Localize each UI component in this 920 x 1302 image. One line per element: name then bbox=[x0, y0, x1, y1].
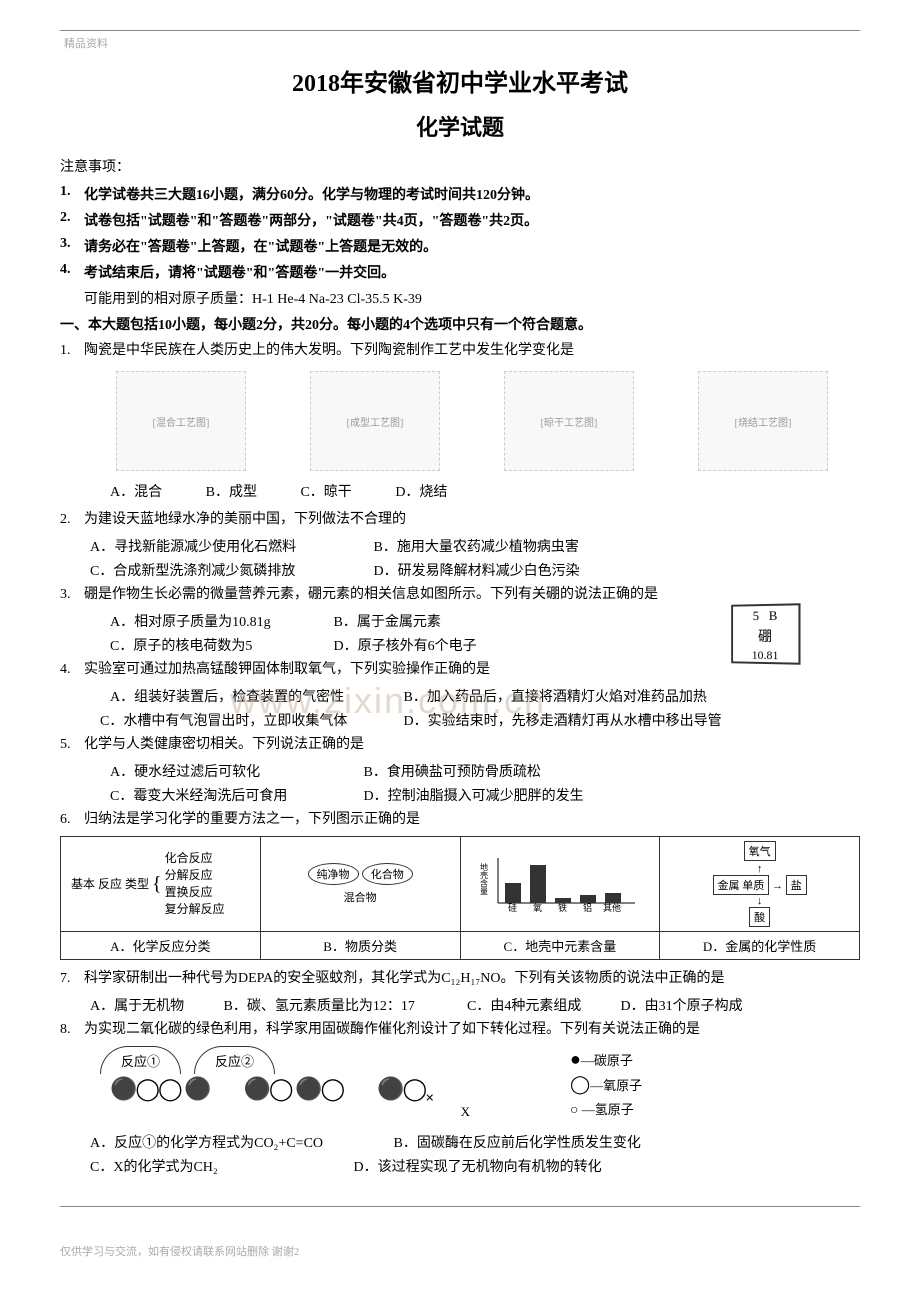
question-4: 4.实验室可通过加热高锰酸钾固体制取氧气，下列实验操作正确的是 bbox=[60, 659, 860, 680]
section-1-heading: 一、本大题包括10小题，每小题2分，共20分。每小题的4个选项中只有一个符合题意… bbox=[60, 314, 860, 334]
question-3: 3.硼是作物生长必需的微量营养元素，硼元素的相关信息如图所示。下列有关硼的说法正… bbox=[60, 584, 860, 605]
question-8: 8.为实现二氧化碳的绿色利用，科学家用固碳酶作催化剂设计了如下转化过程。下列有关… bbox=[60, 1019, 860, 1040]
question-1: 1.陶瓷是中华民族在人类历史上的伟大发明。下列陶瓷制作工艺中发生化学变化是 bbox=[60, 340, 860, 361]
svg-text:硅: 硅 bbox=[508, 902, 517, 913]
question-7: 7.科学家研制出一种代号为DEPA的安全驱蚊剂，其化学式为C₁₂H₁₇NO。下列… bbox=[60, 968, 860, 989]
q8-opts-cd: C．X的化学式为CH₂ D．该过程实现了无机物向有机物的转化 bbox=[60, 1156, 860, 1176]
q1-images: [混合工艺图] [成型工艺图] [晾干工艺图] [烧结工艺图] bbox=[60, 371, 860, 471]
q4-opts-cd: C．水槽中有气泡冒出时，立即收集气体 D．实验结束时，先移走酒精灯再从水槽中移出… bbox=[60, 710, 860, 730]
q6-diagram-table: 基本 反应 类型 { 化合反应 分解反应 置换反应 复分解反应 纯净物 化合物 … bbox=[60, 836, 860, 960]
q6-label-b: B．物质分类 bbox=[260, 932, 460, 960]
notice-heading: 注意事项： bbox=[60, 156, 860, 176]
svg-text:铝: 铝 bbox=[583, 902, 592, 913]
q1-img-d: [烧结工艺图] bbox=[698, 371, 828, 471]
element-info-box: 5 B 硼 10.81 bbox=[731, 603, 800, 664]
q8-opts-ab: A．反应①的化学方程式为CO₂+C=CO B．固碳酶在反应前后化学性质发生变化 bbox=[60, 1132, 860, 1152]
notice-4: 4.考试结束后，请将"试题卷"和"答题卷"一并交回。 bbox=[60, 262, 860, 282]
q6-cell-c: 地壳含量 硅 氧 铁 铝 其他 bbox=[465, 853, 656, 916]
q6-cell-b: 纯净物 化合物 混合物 bbox=[265, 863, 456, 905]
q8-diagram: 反应① 反应② ⚫◯◯ ⚫ ⚫◯ ⚫◯ ⚫◯✕ X ●—碳原子 ◯—氧原子 ○ … bbox=[100, 1046, 860, 1126]
notice-2: 2.试卷包括"试题卷"和"答题卷"两部分，"试题卷"共4页，"答题卷"共2页。 bbox=[60, 210, 860, 230]
notice-3: 3.请务必在"答题卷"上答题，在"试题卷"上答题是无效的。 bbox=[60, 236, 860, 256]
q2-opts-ab: A．寻找新能源减少使用化石燃料 B．施用大量农药减少植物病虫害 bbox=[60, 536, 860, 556]
notice-1: 1.化学试卷共三大题16小题，满分60分。化学与物理的考试时间共120分钟。 bbox=[60, 184, 860, 204]
exam-title: 2018年安徽省初中学业水平考试 bbox=[60, 63, 860, 98]
q1-img-b: [成型工艺图] bbox=[310, 371, 440, 471]
svg-text:氧: 氧 bbox=[533, 902, 542, 913]
q1-options: A．混合 B．成型 C．晾干 D．烧结 bbox=[60, 481, 860, 501]
q1-img-c: [晾干工艺图] bbox=[504, 371, 634, 471]
q6-label-d: D．金属的化学性质 bbox=[660, 932, 860, 960]
q5-opts-ab: A．硬水经过滤后可软化 B．食用碘盐可预防骨质疏松 bbox=[60, 761, 860, 781]
q4-opts-ab: A．组装好装置后，检查装置的气密性 B．加入药品后，直接将酒精灯火焰对准药品加热 bbox=[60, 686, 860, 706]
svg-text:其他: 其他 bbox=[603, 902, 621, 913]
q2-opts-cd: C．合成新型洗涤剂减少氮磷排放 D．研发易降解材料减少白色污染 bbox=[60, 560, 860, 580]
exam-subtitle: 化学试题 bbox=[60, 110, 860, 142]
q6-label-a: A．化学反应分类 bbox=[61, 932, 261, 960]
q6-cell-a: 基本 反应 类型 { 化合反应 分解反应 置换反应 复分解反应 bbox=[65, 850, 256, 917]
question-2: 2.为建设天蓝地绿水净的美丽中国，下列做法不合理的 bbox=[60, 509, 860, 530]
q8-legend: ●—碳原子 ◯—氧原子 ○ —氢原子 bbox=[570, 1049, 642, 1123]
q6-label-c: C．地壳中元素含量 bbox=[460, 932, 660, 960]
svg-text:地壳含量: 地壳含量 bbox=[480, 862, 489, 895]
q6-cell-d: 氧气 ↑ 金属 单质 → 盐 ↓ 酸 bbox=[664, 841, 855, 927]
question-6: 6.归纳法是学习化学的重要方法之一，下列图示正确的是 bbox=[60, 809, 860, 830]
footer-note: 仅供学习与交流，如有侵权请联系网站删除 谢谢2 bbox=[60, 1237, 860, 1259]
q7-opts: A．属于无机物 B．碳、氢元素质量比为12：17 C．由4种元素组成 D．由31… bbox=[60, 995, 860, 1015]
header-note: 精品资料 bbox=[60, 35, 860, 51]
question-5: 5.化学与人类健康密切相关。下列说法正确的是 bbox=[60, 734, 860, 755]
svg-text:铁: 铁 bbox=[558, 902, 567, 913]
q1-img-a: [混合工艺图] bbox=[116, 371, 246, 471]
atomic-masses: 可能用到的相对原子质量：H-1 He-4 Na-23 Cl-35.5 K-39 bbox=[60, 288, 860, 308]
q5-opts-cd: C．霉变大米经淘洗后可食用 D．控制油脂摄入可减少肥胖的发生 bbox=[60, 785, 860, 805]
